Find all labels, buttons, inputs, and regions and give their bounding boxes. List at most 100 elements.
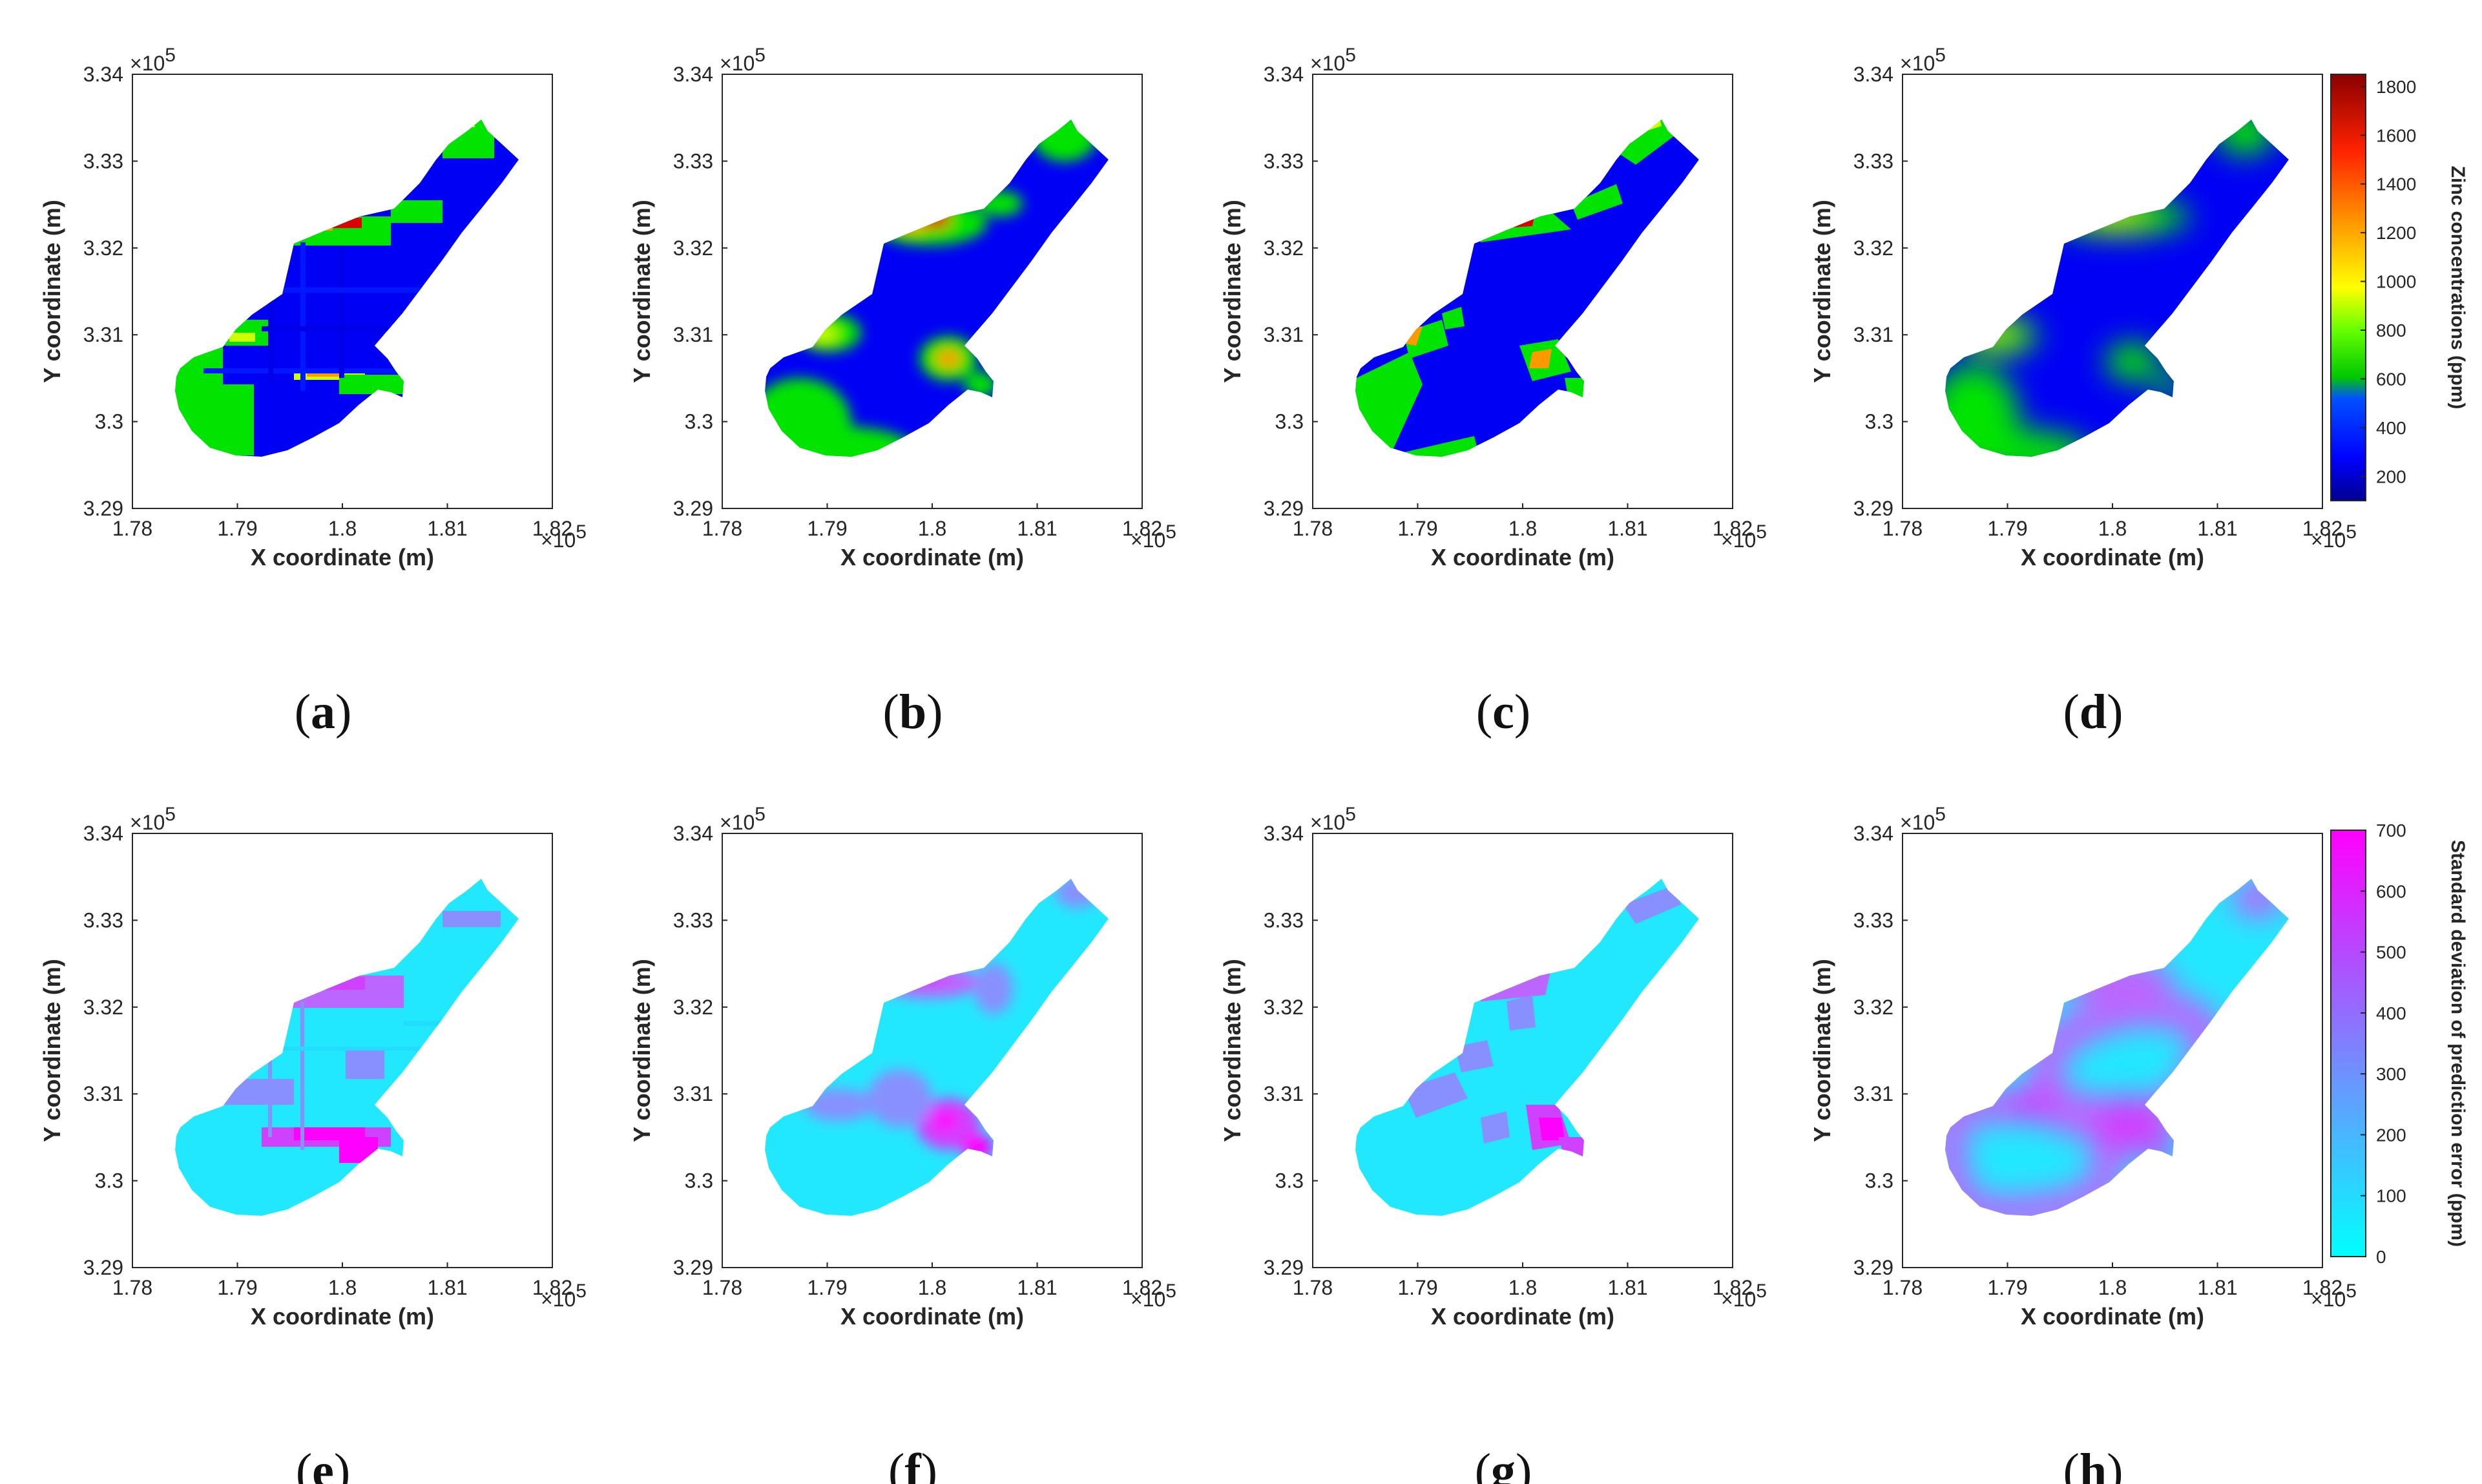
x-axis-label: X coordinate (m) (840, 544, 1024, 570)
y-tick-label: 3.29 (1264, 1256, 1304, 1279)
colorbar-sd: 0 100 200 300 400 500 600 700 Standard deviatio… (2330, 820, 2468, 1267)
panel-b: 1.78 1.79 1.8 1.81 1.82 3.29 3.3 3.31 3.32 3.33 3.… (629, 45, 1176, 739)
x-tick-label: 1.8 (2098, 1276, 2127, 1299)
y-axis-label: Y coordinate (m) (1809, 200, 1835, 382)
map-patch-b-4 (871, 200, 987, 246)
x-tick-label: 1.79 (807, 517, 847, 540)
map-patch-e-11 (404, 1021, 468, 1026)
x-tick-label: 1.79 (1397, 517, 1437, 540)
y-tick-label: 3.34 (673, 822, 713, 845)
colorbar-tick-label: 1400 (2376, 174, 2416, 194)
x-tick-label: 1.79 (1397, 1276, 1437, 1299)
y-tick-label: 3.31 (83, 1082, 123, 1105)
y-tick-label: 3.29 (83, 497, 123, 520)
x-tick-label: 1.8 (328, 1276, 357, 1299)
map-d (1945, 120, 2289, 457)
map-patch-d-7 (2106, 342, 2158, 381)
map-patch-d-8 (2154, 371, 2180, 397)
y-tick-label: 3.29 (83, 1256, 123, 1279)
panel-caption: (c) (1476, 685, 1530, 739)
map-patch-d-4 (2048, 197, 2190, 236)
colorbar-zinc-bar (2330, 74, 2366, 501)
map-patch-a-3 (229, 333, 255, 342)
colorbar-tick-label: 600 (2376, 369, 2406, 389)
y-tick-label: 3.29 (673, 1256, 713, 1279)
map-patch-a-14 (268, 255, 273, 384)
x-tick-label: 1.82 (2302, 517, 2342, 540)
map-patch-g-7 (1507, 995, 1536, 1030)
y-tick-label: 3.34 (1853, 63, 1893, 86)
y-tick-label: 3.31 (1853, 323, 1893, 346)
y-tick-label: 3.31 (1264, 323, 1304, 346)
map-patch-e-7 (203, 1079, 216, 1098)
map-patch-b-3 (806, 326, 839, 342)
map-patch-c-12 (1442, 307, 1465, 329)
map-region-f (765, 879, 1109, 1216)
map-region-b (765, 120, 1109, 457)
x-axis-label: X coordinate (m) (2021, 544, 2204, 570)
map-patch-a-1 (176, 384, 254, 455)
y-tick-label: 3.29 (1264, 497, 1304, 520)
x-tick-label: 1.81 (427, 1276, 467, 1299)
colorbar-tick-label: 500 (2376, 943, 2406, 963)
y-axis-label: Y coordinate (m) (629, 959, 655, 1142)
y-tick-label: 3.33 (83, 908, 123, 932)
y-tick-label: 3.34 (83, 63, 123, 86)
x-axis-label: X coordinate (m) (251, 544, 434, 570)
y-tick-label: 3.33 (1853, 908, 1893, 932)
map-region-g (1355, 879, 1699, 1216)
x-tick-label: 1.79 (1987, 517, 2027, 540)
y-tick-label: 3.3 (685, 1169, 713, 1193)
panel-g: 1.78 1.79 1.8 1.81 1.82 3.29 3.3 3.31 3.32 3.33 3.… (1219, 804, 1767, 1484)
y-tick-label: 3.34 (83, 822, 123, 845)
map-patch-a-7 (391, 200, 443, 223)
y-tick-label: 3.29 (1853, 497, 1893, 520)
y-tick-label: 3.32 (673, 996, 713, 1019)
map-a (175, 120, 519, 457)
x-tick-label: 1.79 (807, 1276, 847, 1299)
panel-d: 1.78 1.79 1.8 1.81 1.82 3.29 3.3 3.31 3.32 3.33 3.… (1809, 45, 2357, 739)
map-patch-d-3 (1982, 326, 2014, 339)
y-axis-label: Y coordinate (m) (39, 200, 65, 382)
panels: 1.78 1.79 1.8 1.81 1.82 3.29 3.3 3.31 3.32 3.33 3.… (39, 45, 2357, 1484)
map-patch-f-3 (932, 1111, 958, 1131)
map-patch-b-6 (899, 216, 927, 232)
y-multiplier: ×105 (130, 45, 176, 75)
y-tick-label: 3.29 (673, 497, 713, 520)
x-tick-label: 1.78 (702, 1276, 742, 1299)
x-tick-label: 1.82 (1122, 517, 1162, 540)
colorbar-tick-label: 400 (2376, 1003, 2406, 1023)
map-patch-c-6 (1571, 184, 1623, 220)
x-axis-label: X coordinate (m) (1431, 544, 1614, 570)
colorbar-tick-label: 200 (2376, 1125, 2406, 1145)
y-tick-label: 3.3 (1865, 1169, 1893, 1193)
x-tick-label: 1.78 (1293, 1276, 1333, 1299)
map-patch-e-8 (268, 1008, 272, 1137)
map-patch-e-12 (443, 911, 501, 927)
y-multiplier: ×105 (1900, 804, 1946, 834)
x-tick-label: 1.8 (918, 1276, 946, 1299)
map-patch-e-4 (320, 977, 365, 990)
y-tick-label: 3.34 (673, 63, 713, 86)
y-tick-label: 3.32 (673, 236, 713, 260)
colorbar-sd-label: Standard deviation of prediction error (… (2447, 840, 2468, 1247)
map-patch-e-9 (300, 1001, 304, 1150)
map-e (175, 879, 519, 1216)
y-tick-label: 3.3 (1275, 410, 1304, 434)
x-tick-label: 1.8 (328, 517, 357, 540)
panel-e: 1.78 1.79 1.8 1.81 1.82 3.29 3.3 3.31 3.32 3.33 3.… (39, 804, 587, 1484)
colorbar-tick-label: 800 (2376, 320, 2406, 340)
y-tick-label: 3.3 (95, 410, 123, 434)
map-patch-a-16 (339, 249, 344, 378)
map-patch-a-6 (313, 222, 333, 231)
y-tick-label: 3.32 (1853, 236, 1893, 260)
map-patch-e-10 (236, 1047, 430, 1050)
y-axis-label: Y coordinate (m) (1809, 959, 1835, 1142)
y-tick-label: 3.33 (83, 149, 123, 172)
panel-caption: (f) (888, 1444, 937, 1484)
y-tick-label: 3.3 (685, 410, 713, 434)
y-tick-label: 3.31 (673, 1082, 713, 1105)
y-tick-label: 3.33 (1264, 149, 1304, 172)
map-patch-a-12 (339, 375, 404, 394)
